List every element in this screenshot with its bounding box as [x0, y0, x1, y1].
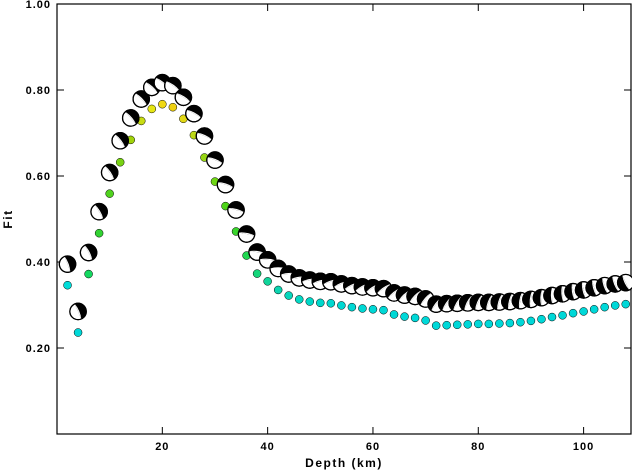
- fit-dot: [610, 301, 620, 310]
- focal-mechanism-marker: [111, 131, 129, 150]
- x-tick-label: 100: [573, 441, 594, 453]
- fit-dot: [547, 312, 557, 322]
- fit-dot: [516, 317, 525, 327]
- fit-dot: [273, 285, 283, 295]
- fit-dot: [484, 319, 494, 329]
- x-tick-label: 80: [471, 441, 485, 453]
- fit-dot: [495, 319, 504, 328]
- fit-dot: [368, 305, 378, 314]
- focal-mechanism-marker: [227, 201, 245, 219]
- colored-dot-series: [63, 99, 630, 337]
- y-axis-title: Fit: [1, 209, 15, 228]
- fit-dot: [600, 302, 609, 312]
- focal-mechanism-marker: [69, 302, 87, 321]
- fit-dot: [505, 318, 515, 328]
- y-tick-label: 0.20: [26, 343, 51, 355]
- fit-dot: [94, 228, 104, 238]
- fit-dot: [526, 316, 536, 326]
- focal-mechanism-marker: [100, 163, 119, 182]
- x-tick-label: 40: [261, 441, 275, 453]
- fit-dot: [105, 189, 114, 198]
- focal-mechanism-marker: [185, 104, 203, 123]
- plot-frame: [56, 3, 632, 435]
- fit-dot: [168, 102, 178, 112]
- fit-dot: [73, 328, 83, 337]
- mechanism-series: [58, 73, 632, 321]
- fit-dot: [358, 304, 367, 313]
- fit-dot: [421, 316, 430, 325]
- focal-mechanism-marker: [90, 202, 108, 221]
- fit-dot: [558, 311, 567, 320]
- plot-border: [56, 3, 632, 435]
- y-axis: 0.20 0.40 0.60 0.80 1.00: [26, 0, 631, 355]
- focal-mechanism-marker: [132, 90, 151, 108]
- x-tick-label: 60: [366, 441, 380, 453]
- fit-dot: [442, 320, 451, 330]
- fit-dot: [452, 320, 462, 330]
- y-tick-label: 0.60: [26, 171, 51, 183]
- focal-mechanism-marker: [195, 127, 214, 145]
- fit-dot: [410, 313, 420, 323]
- y-tick-label: 1.00: [26, 0, 51, 11]
- focal-mechanism-marker: [237, 225, 256, 243]
- fit-dot: [337, 301, 346, 310]
- fit-dot: [294, 295, 304, 304]
- fit-dot: [621, 299, 630, 309]
- fit-dot: [379, 305, 388, 315]
- y-tick-label: 0.80: [26, 85, 51, 97]
- fit-dot: [326, 299, 336, 308]
- focal-mechanism-marker: [79, 243, 98, 262]
- fit-dot: [63, 280, 72, 290]
- fit-dot: [158, 99, 167, 109]
- x-axis: 20 40 60 80 100: [155, 4, 594, 453]
- fit-dot: [147, 104, 157, 114]
- focal-mechanism-marker: [121, 109, 140, 127]
- fit-dot: [463, 320, 473, 329]
- fit-dot: [252, 269, 262, 278]
- fit-dot: [474, 319, 483, 329]
- fit-dot: [400, 312, 409, 321]
- focal-mechanism-marker: [216, 175, 235, 194]
- fit-dot: [389, 310, 399, 319]
- fit-dot: [347, 302, 357, 312]
- focal-mechanism-marker: [616, 273, 632, 292]
- fit-dot: [316, 298, 325, 308]
- fit-dot: [537, 314, 546, 324]
- focal-mechanism-marker: [174, 88, 193, 107]
- focal-mechanism-marker: [206, 151, 224, 169]
- fit-dot: [284, 291, 293, 300]
- fit-dot: [568, 308, 578, 318]
- fit-dot: [431, 321, 441, 330]
- fit-dot: [589, 305, 599, 314]
- x-tick-label: 20: [155, 441, 169, 453]
- focal-mechanism-marker: [164, 76, 182, 95]
- y-tick-label: 0.40: [26, 257, 51, 269]
- x-axis-title: Depth (km): [305, 456, 383, 470]
- focal-mechanism-marker: [58, 255, 77, 273]
- fit-dot: [579, 307, 588, 316]
- fit-dot: [305, 297, 315, 306]
- fit-dot: [84, 269, 93, 279]
- fit-dot: [115, 157, 125, 167]
- fit-dot: [263, 277, 272, 286]
